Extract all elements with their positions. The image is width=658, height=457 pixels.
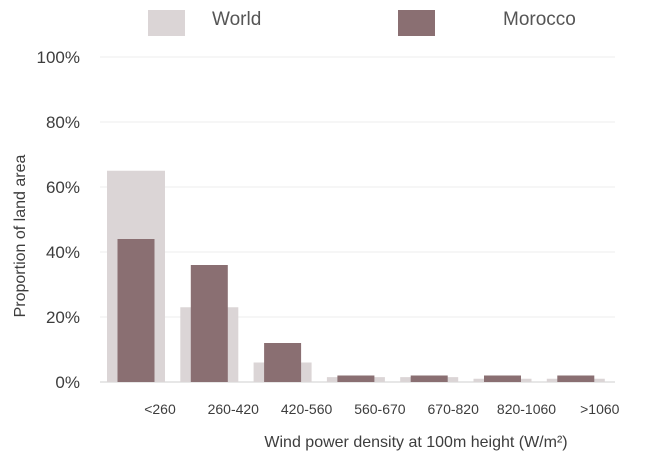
- bar-morocco: [190, 265, 228, 382]
- y-tick-label: 40%: [46, 243, 80, 262]
- y-tick-label: 60%: [46, 178, 80, 197]
- legend-label-morocco: Morocco: [503, 9, 576, 30]
- bar-morocco: [117, 239, 155, 382]
- legend-swatch-world: [148, 10, 185, 36]
- bar-morocco: [337, 375, 375, 382]
- x-tick-label: 820-1060: [497, 401, 556, 417]
- bars: [107, 170, 605, 382]
- y-tick-labels: 0% 20% 40% 60% 80% 100%: [37, 48, 80, 392]
- gridlines: [100, 56, 615, 383]
- bar-morocco: [557, 375, 595, 382]
- x-tick-label: >1060: [580, 401, 620, 417]
- legend-label-world: World: [212, 9, 262, 30]
- y-tick-label: 0%: [55, 373, 80, 392]
- x-axis-title: Wind power density at 100m height (W/m²): [264, 434, 567, 451]
- legend-swatch-morocco: [398, 10, 435, 36]
- x-tick-label: 670-820: [428, 401, 480, 417]
- x-tick-label: 260-420: [208, 401, 260, 417]
- y-tick-label: 100%: [37, 48, 80, 67]
- x-tick-labels: <260 260-420 420-560 560-670 670-820 820-1060…: [144, 401, 619, 417]
- y-axis-title: Proportion of land area: [12, 155, 29, 318]
- y-tick-label: 20%: [46, 308, 80, 327]
- bar-morocco: [264, 343, 302, 382]
- x-tick-label: 560-670: [354, 401, 406, 417]
- bar-morocco: [484, 375, 521, 382]
- x-tick-label: <260: [144, 401, 176, 417]
- bar-morocco: [410, 375, 448, 382]
- x-tick-label: 420-560: [281, 401, 333, 417]
- y-tick-label: 80%: [46, 113, 80, 132]
